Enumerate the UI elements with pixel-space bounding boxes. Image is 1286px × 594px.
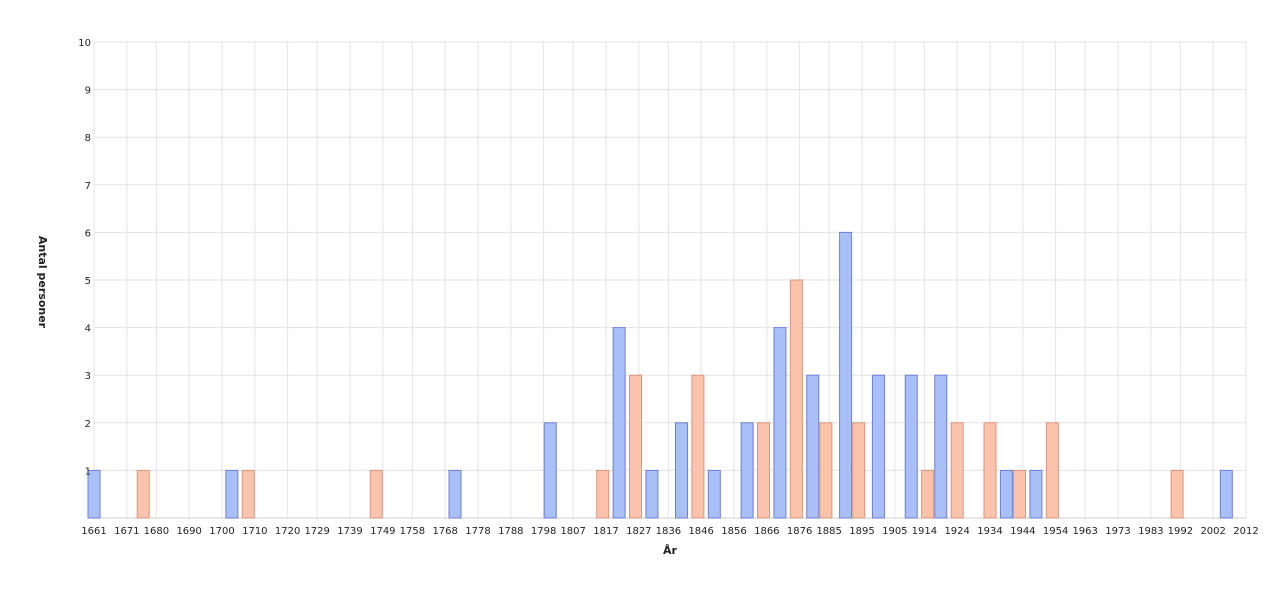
x-tick-label: 1710 bbox=[242, 526, 267, 537]
y-tick-label: 7 bbox=[85, 181, 91, 192]
x-tick-label: 1729 bbox=[304, 526, 329, 537]
y-tick-label: 2 bbox=[85, 419, 91, 430]
x-tick-label: 2002 bbox=[1200, 526, 1225, 537]
y-tick-label: 4 bbox=[85, 324, 91, 335]
x-axis-ticks: 1661 1671 1680 1690 1700 1710 1720 1729 1739 1749… bbox=[81, 526, 1258, 537]
chart-bars bbox=[87, 231, 1233, 519]
bar-peach-1894 bbox=[852, 422, 866, 519]
y-tick-label: 1 bbox=[85, 466, 91, 477]
bar-blue-1919 bbox=[934, 374, 948, 519]
bar-blue-2006 bbox=[1219, 469, 1233, 519]
x-tick-label: 1944 bbox=[1010, 526, 1035, 537]
bar-peach-1845 bbox=[691, 374, 705, 519]
bar-peach-1991 bbox=[1170, 469, 1184, 519]
x-tick-label: 1973 bbox=[1105, 526, 1130, 537]
bar-peach-1934 bbox=[983, 422, 997, 519]
bar-peach-1884 bbox=[819, 422, 833, 519]
x-tick-label: 1905 bbox=[882, 526, 907, 537]
bar-blue-1831 bbox=[645, 469, 659, 519]
x-tick-label: 1661 bbox=[81, 526, 106, 537]
y-axis-title: Antal personer bbox=[36, 236, 49, 329]
bar-blue-1910 bbox=[904, 374, 918, 519]
x-tick-label: 1817 bbox=[593, 526, 618, 537]
bar-blue-1860 bbox=[740, 422, 754, 519]
x-tick-label: 1768 bbox=[432, 526, 457, 537]
bar-blue-1948 bbox=[1029, 469, 1043, 519]
bar-blue-1800 bbox=[543, 422, 557, 519]
bar-peach-1865 bbox=[757, 422, 771, 519]
bar-blue-1771 bbox=[448, 469, 462, 519]
x-tick-label: 1895 bbox=[849, 526, 874, 537]
x-tick-label: 1846 bbox=[688, 526, 713, 537]
bar-peach-1875 bbox=[789, 279, 803, 519]
x-tick-label: 1866 bbox=[754, 526, 779, 537]
x-tick-label: 1914 bbox=[912, 526, 937, 537]
y-tick-label: 10 bbox=[78, 38, 91, 49]
bar-peach-1816 bbox=[596, 469, 610, 519]
bar-blue-1850 bbox=[707, 469, 721, 519]
bar-blue-1900 bbox=[871, 374, 885, 519]
x-tick-label: 1720 bbox=[275, 526, 300, 537]
y-tick-label: 9 bbox=[85, 86, 91, 97]
x-tick-label: 1827 bbox=[626, 526, 651, 537]
x-tick-label: 1934 bbox=[977, 526, 1002, 537]
y-axis-ticks: 1 2 3 4 5 6 7 8 9 10 bbox=[78, 38, 91, 477]
chart-grid bbox=[93, 41, 1247, 519]
x-tick-label: 1924 bbox=[944, 526, 969, 537]
x-tick-label: 1885 bbox=[816, 526, 841, 537]
x-tick-label: 1680 bbox=[144, 526, 169, 537]
bar-peach-1953 bbox=[1045, 422, 1059, 519]
bar-blue-1870 bbox=[773, 327, 787, 519]
x-tick-label: 1983 bbox=[1138, 526, 1163, 537]
bar-peach-1943 bbox=[1013, 469, 1027, 519]
x-axis-title: År bbox=[663, 544, 678, 557]
x-tick-label: 1807 bbox=[560, 526, 585, 537]
bar-peach-1915 bbox=[921, 469, 935, 519]
y-tick-label: 6 bbox=[85, 228, 91, 239]
bar-blue-1821 bbox=[612, 327, 626, 519]
x-tick-label: 1739 bbox=[337, 526, 362, 537]
x-tick-label: 1798 bbox=[531, 526, 556, 537]
x-tick-label: 1749 bbox=[370, 526, 395, 537]
bar-blue-1703 bbox=[225, 469, 239, 519]
x-tick-label: 1876 bbox=[787, 526, 812, 537]
bar-blue-1939 bbox=[999, 469, 1013, 519]
bar-peach-1676 bbox=[136, 469, 150, 519]
y-tick-label: 8 bbox=[85, 133, 91, 144]
bar-peach-1924 bbox=[950, 422, 964, 519]
x-tick-label: 1778 bbox=[465, 526, 490, 537]
x-tick-label: 2012 bbox=[1233, 526, 1258, 537]
x-tick-label: 1758 bbox=[400, 526, 425, 537]
x-tick-label: 1954 bbox=[1043, 526, 1068, 537]
bar-peach-1747 bbox=[369, 469, 383, 519]
x-tick-label: 1836 bbox=[656, 526, 681, 537]
x-tick-label: 1690 bbox=[176, 526, 201, 537]
bar-blue-1880 bbox=[806, 374, 820, 519]
bar-peach-1708 bbox=[241, 469, 255, 519]
y-tick-label: 5 bbox=[85, 276, 91, 287]
bar-blue-1661 bbox=[87, 469, 101, 519]
y-tick-label: 3 bbox=[85, 371, 91, 382]
x-tick-label: 1788 bbox=[498, 526, 523, 537]
x-tick-label: 1671 bbox=[114, 526, 139, 537]
x-tick-label: 1700 bbox=[209, 526, 234, 537]
bar-peach-1826 bbox=[629, 374, 643, 519]
x-tick-label: 1856 bbox=[721, 526, 746, 537]
bar-blue-1890 bbox=[839, 231, 853, 519]
bar-blue-1840 bbox=[674, 422, 688, 519]
x-tick-label: 1992 bbox=[1168, 526, 1193, 537]
x-tick-label: 1963 bbox=[1072, 526, 1097, 537]
